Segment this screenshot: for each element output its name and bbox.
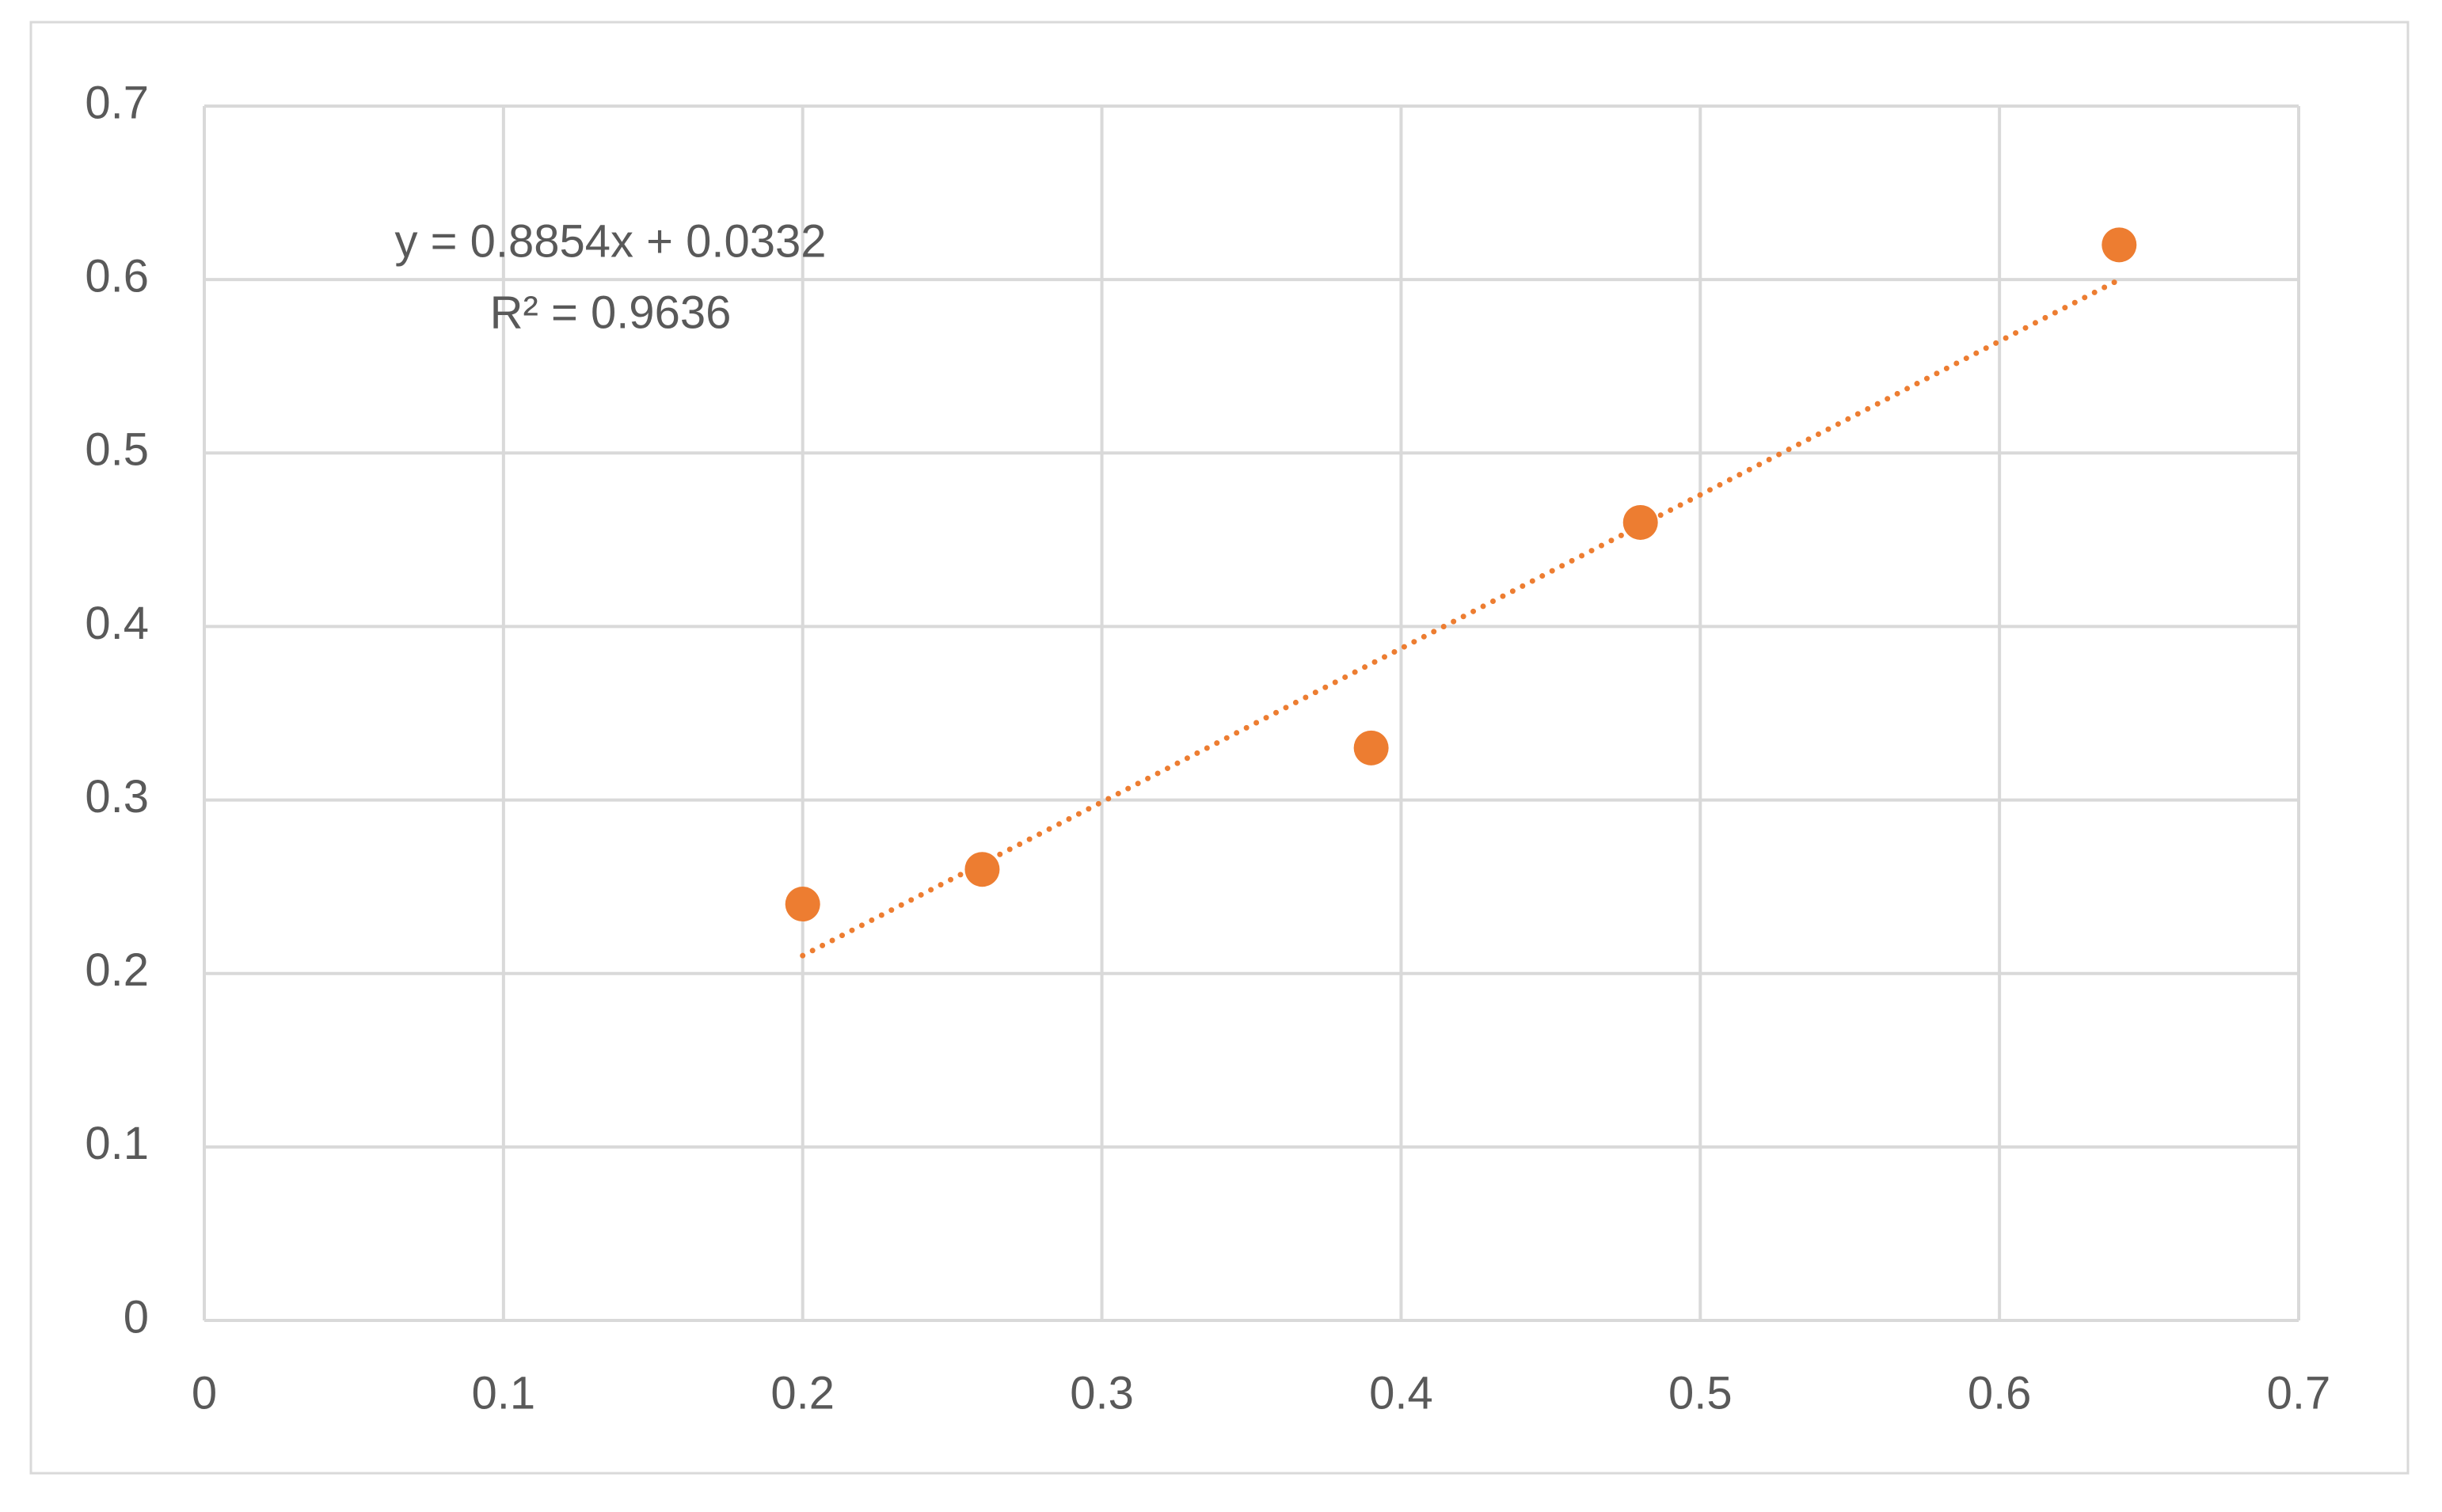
y-tick-label: 0.4 [85, 598, 149, 649]
x-tick-label: 0.4 [1369, 1367, 1433, 1419]
x-tick-label: 0.5 [1668, 1367, 1733, 1419]
trendline-equation: y = 0.8854x + 0.0332 [395, 215, 827, 267]
trendline-r2: R² = 0.9636 [490, 287, 732, 338]
y-tick-label: 0.3 [85, 771, 149, 822]
x-tick-label: 0.7 [2267, 1367, 2331, 1419]
chart-border [29, 21, 2410, 1475]
x-tick-label: 0.2 [770, 1367, 835, 1419]
x-tick-label: 0.3 [1070, 1367, 1134, 1419]
y-tick-label: 0 [124, 1291, 149, 1343]
y-tick-label: 0.6 [85, 250, 149, 302]
point [1622, 504, 1658, 540]
point [2102, 227, 2137, 263]
point [785, 887, 820, 922]
point [964, 852, 1000, 887]
trendline [800, 276, 2122, 959]
x-tick-label: 0 [192, 1367, 217, 1419]
y-tick-label: 0.7 [85, 77, 149, 128]
y-tick-label: 0.1 [85, 1118, 149, 1169]
x-tick-label: 0.6 [1968, 1367, 2032, 1419]
x-tick-label: 0.1 [472, 1367, 536, 1419]
y-tick-label: 0.2 [85, 944, 149, 996]
point [1353, 730, 1389, 765]
y-tick-label: 0.5 [85, 424, 149, 476]
